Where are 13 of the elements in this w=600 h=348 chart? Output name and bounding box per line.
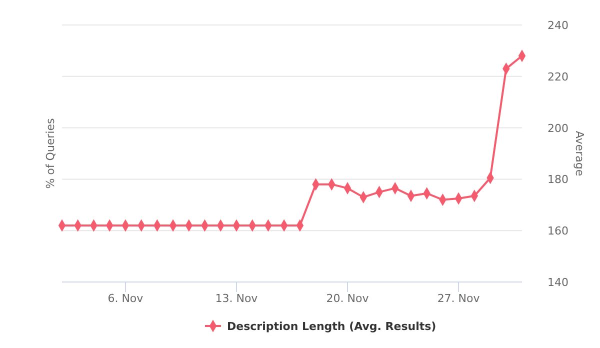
y-axis-title: % of Queries <box>44 118 57 189</box>
legend-label: Description Length (Avg. Results) <box>227 320 436 333</box>
x-tick-label: 27. Nov <box>437 292 480 305</box>
y2-tick-label: 240 <box>548 19 568 32</box>
y2-tick-label: 160 <box>548 224 568 238</box>
x-tick-label: 6. Nov <box>108 292 144 305</box>
y2-tick-label: 220 <box>548 70 568 84</box>
y2-axis-title: Average <box>573 130 586 176</box>
y2-tick-label: 200 <box>548 122 568 135</box>
x-tick-label: 20. Nov <box>326 292 370 305</box>
y2-tick-label: 140 <box>548 276 568 289</box>
y2-tick-label: 180 <box>548 173 568 186</box>
x-tick-label: 13. Nov <box>215 292 258 305</box>
